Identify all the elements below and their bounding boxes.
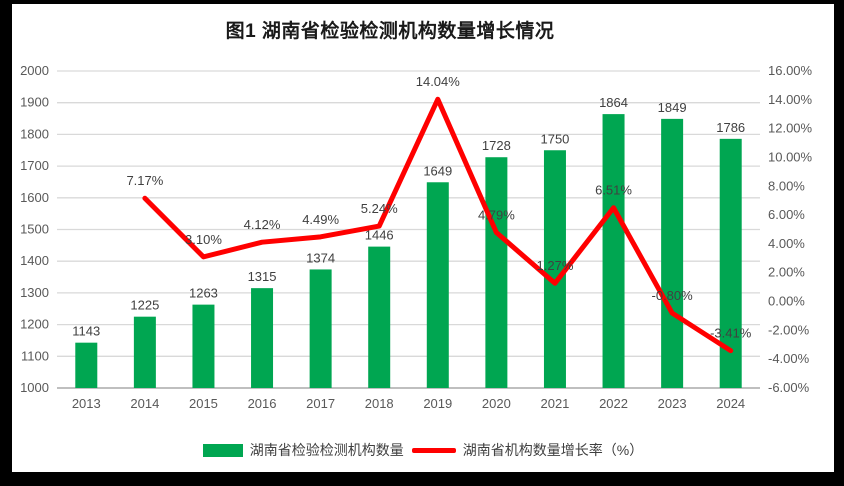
x-axis-tick-label: 2021 (540, 396, 569, 411)
left-axis-tick-label: 1600 (20, 190, 49, 205)
bar-series-swatch-icon (202, 443, 243, 457)
left-axis-tick-label: 1400 (20, 253, 49, 268)
bar (133, 316, 156, 388)
bar-value-label: 1225 (130, 298, 159, 313)
right-axis-tick-label: 10.00% (768, 149, 813, 164)
line-series-swatch-icon (411, 447, 456, 453)
left-axis-tick-label: 1100 (21, 348, 49, 363)
bar (75, 342, 98, 388)
right-axis-tick-label: -2.00% (768, 322, 810, 337)
bar (543, 150, 566, 388)
bar (485, 157, 508, 388)
right-axis-tick-label: 4.00% (768, 236, 805, 251)
bar (719, 138, 742, 388)
line-value-label: 3.10% (185, 232, 222, 247)
right-axis-tick-label: -6.00% (768, 380, 810, 395)
bar (602, 114, 625, 388)
left-axis-tick-label: 1700 (20, 158, 49, 173)
x-axis-tick-label: 2014 (130, 396, 159, 411)
bar (309, 269, 332, 388)
bar-value-label: 1263 (189, 286, 218, 301)
chart-title: 图1 湖南省检验检测机构数量增长情况 (225, 21, 555, 42)
bar-value-label: 1864 (599, 95, 628, 110)
bar-value-label: 1849 (658, 100, 687, 115)
x-axis-tick-label: 2019 (423, 396, 452, 411)
x-axis-tick-label: 2016 (248, 396, 277, 411)
growth-line (142, 96, 734, 354)
bar-value-label: 1786 (716, 120, 745, 135)
bar-value-label: 1750 (540, 131, 569, 146)
line-value-label: 5.24% (361, 201, 398, 216)
bar-value-label: 1728 (482, 138, 511, 153)
line-value-label: 7.17% (126, 173, 163, 188)
x-axis-tick-label: 2017 (306, 396, 335, 411)
left-axis-tick-label: 1300 (20, 285, 49, 300)
left-axis-tick-label: 1000 (20, 380, 49, 395)
left-axis-tick-label: 2000 (20, 63, 49, 78)
left-axis-tick-label: 1500 (20, 222, 49, 237)
right-axis-tick-label: 14.00% (768, 92, 813, 107)
line-value-label: 4.79% (478, 208, 515, 223)
bar-value-label: 1315 (248, 269, 277, 284)
chart-svg: 1000 1100 1200 1300 1400 1500 1600 1700 1800 1900… (20, 63, 813, 411)
left-axis-tick-label: 1800 (20, 126, 49, 141)
line-value-label: 14.04% (416, 74, 461, 89)
bar (192, 304, 215, 388)
x-axis-tick-label: 2015 (189, 396, 218, 411)
left-axis-tick-label: 1200 (20, 317, 49, 332)
right-axis-tick-label: 2.00% (768, 265, 805, 280)
right-axis-tick-label: 0.00% (768, 294, 805, 309)
bar-value-label: 1649 (423, 163, 452, 178)
right-axis-tick-label: 6.00% (768, 207, 805, 222)
line-value-label: 1.27% (537, 258, 574, 273)
legend-label-bars: 湖南省检验检测机构数量 (249, 442, 404, 458)
bar (661, 118, 684, 388)
legend-item-line: 湖南省机构数量增长率（%） (411, 440, 644, 460)
x-axis-tick-label: 2013 (72, 396, 101, 411)
line-value-label: 4.49% (302, 212, 339, 227)
bar-value-label: 1446 (365, 228, 394, 243)
x-axis-tick-label: 2020 (482, 396, 511, 411)
line-value-label: -0.80% (652, 288, 694, 303)
bar (426, 182, 449, 388)
right-axis-tick-label: 12.00% (768, 121, 813, 136)
chart-legend: 湖南省检验检测机构数量 湖南省机构数量增长率（%） (12, 440, 834, 460)
x-axis-tick-label: 2022 (599, 396, 628, 411)
right-axis-tick-label: -4.00% (768, 351, 810, 366)
bar-value-label: 1143 (72, 324, 100, 339)
line-value-label: 6.51% (595, 183, 632, 198)
line-value-label: -3.41% (710, 326, 752, 341)
legend-item-bars: 湖南省检验检测机构数量 (202, 440, 404, 460)
bar (251, 288, 274, 388)
line-value-label: 4.12% (244, 217, 281, 232)
legend-label-line: 湖南省机构数量增长率（%） (462, 442, 644, 458)
x-axis-tick-label: 2024 (716, 396, 745, 411)
bar (368, 246, 391, 388)
chart-canvas: 图1 湖南省检验检测机构数量增长情况 1000 1100 1200 1300 1400 1… (12, 4, 834, 472)
left-axis-tick-label: 1900 (20, 95, 49, 110)
x-axis-tick-label: 2018 (365, 396, 394, 411)
x-axis-tick-label: 2023 (658, 396, 687, 411)
right-axis-tick-label: 16.00% (768, 63, 813, 78)
right-axis-tick-label: 8.00% (768, 178, 805, 193)
bar-value-label: 1374 (306, 250, 335, 265)
